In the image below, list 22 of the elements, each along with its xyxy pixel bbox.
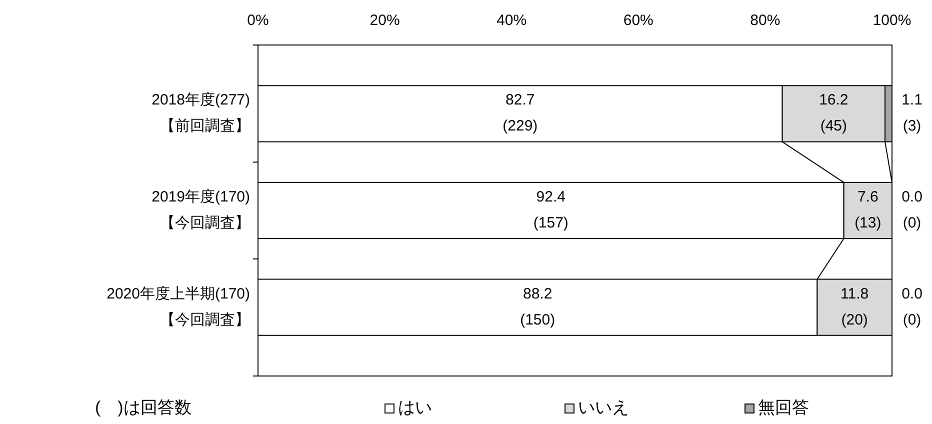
x-tick-label: 40% bbox=[496, 12, 527, 29]
x-tick-label: 100% bbox=[872, 12, 912, 29]
data-label: 7.6 (13) bbox=[854, 188, 882, 232]
data-label: 0.0 (0) bbox=[902, 188, 922, 232]
legend-label: いいえ bbox=[578, 398, 629, 417]
data-label: 82.7 (229) bbox=[502, 92, 538, 135]
data-label: 1.1 (3) bbox=[902, 92, 922, 135]
data-label: 16.2 (45) bbox=[819, 92, 848, 135]
legend-label: はい bbox=[398, 398, 432, 417]
data-label: 11.8 (20) bbox=[840, 285, 869, 328]
y-tick-label: 2018年度(277) 【前回調査】 bbox=[152, 92, 250, 135]
y-tick-label: 2020年度上半期(170) 【今回調査】 bbox=[106, 285, 250, 328]
y-tick-label: 2019年度(170) 【今回調査】 bbox=[152, 188, 250, 232]
x-tick-label: 20% bbox=[370, 12, 400, 29]
data-label: 88.2 (150) bbox=[520, 285, 556, 328]
legend-label: 無回答 bbox=[758, 398, 809, 417]
x-tick-label: 60% bbox=[623, 12, 654, 29]
x-tick-label: 80% bbox=[750, 12, 780, 29]
x-tick-label: 0% bbox=[247, 12, 269, 29]
data-label: 0.0 (0) bbox=[902, 285, 922, 328]
data-label: 92.4 (157) bbox=[533, 188, 568, 232]
text: ( )は回答数 bbox=[95, 398, 192, 417]
